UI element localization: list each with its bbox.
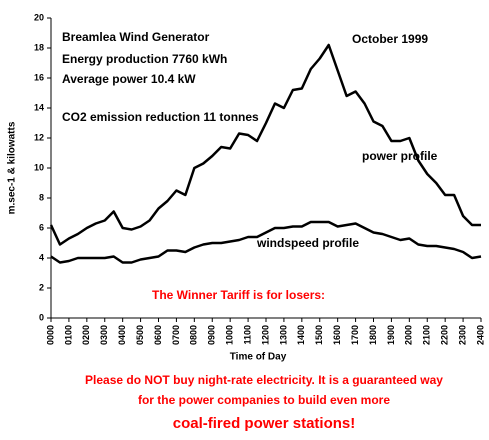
y-tick-label: 20 <box>34 12 44 22</box>
footer-text: coal-fired power stations! <box>173 415 356 432</box>
y-axis-label: m.sec-1 & kilowatts <box>7 121 18 214</box>
annotation: CO2 emission reduction 11 tonnes <box>62 110 259 124</box>
y-tick-label: 16 <box>34 72 44 82</box>
annotation: The Winner Tariff is for losers: <box>152 288 325 302</box>
y-tick-label: 8 <box>39 192 44 202</box>
x-axis-label: Time of Day <box>230 352 287 363</box>
x-tick-label: 1100 <box>242 325 252 345</box>
y-tick-label: 2 <box>39 282 44 292</box>
series-line <box>50 220 482 264</box>
x-tick-label: 2200 <box>440 325 450 345</box>
y-tick-label: 4 <box>39 252 44 262</box>
x-tick-label: 1400 <box>296 325 306 345</box>
y-tick-label: 6 <box>39 222 44 232</box>
y-tick-label: 12 <box>34 132 44 142</box>
footer-text: Please do NOT buy night-rate electricity… <box>85 373 443 387</box>
x-tick-label: 0300 <box>99 325 109 345</box>
y-tick-label: 10 <box>34 162 44 172</box>
x-tick-label: 0500 <box>135 325 145 345</box>
x-tick-label: 2400 <box>475 325 485 345</box>
x-tick-label: 0800 <box>189 325 199 345</box>
x-tick-label: 1000 <box>225 325 235 345</box>
series-label: power profile <box>362 149 438 163</box>
x-tick-label: 2100 <box>422 325 432 345</box>
x-tick-label: 0000 <box>45 325 55 345</box>
x-tick-label: 1900 <box>386 325 396 345</box>
x-tick-label: 0900 <box>207 325 217 345</box>
annotation: Breamlea Wind Generator <box>62 30 210 44</box>
y-tick-label: 0 <box>39 312 44 322</box>
annotation: Energy production 7760 kWh <box>62 52 227 66</box>
annotation: October 1999 <box>352 32 428 46</box>
x-tick-label: 1500 <box>314 325 324 345</box>
y-tick-label: 18 <box>34 42 44 52</box>
series-line <box>49 43 481 246</box>
series-label: windspeed profile <box>256 236 359 250</box>
x-tick-label: 1300 <box>278 325 288 345</box>
x-tick-label: 2000 <box>404 325 414 345</box>
x-tick-label: 0100 <box>63 325 73 345</box>
x-tick-label: 0400 <box>117 325 127 345</box>
x-tick-label: 1700 <box>350 325 360 345</box>
x-tick-label: 2300 <box>457 325 467 345</box>
x-tick-label: 0600 <box>153 325 163 345</box>
x-tick-label: 0700 <box>171 325 181 345</box>
footer-text: for the power companies to build even mo… <box>138 393 390 407</box>
x-tick-label: 1600 <box>332 325 342 345</box>
x-tick-label: 0200 <box>81 325 91 345</box>
annotation: Average power 10.4 kW <box>62 72 196 86</box>
x-tick-label: 1800 <box>368 325 378 345</box>
y-tick-label: 14 <box>34 102 44 112</box>
x-tick-label: 1200 <box>260 325 270 345</box>
